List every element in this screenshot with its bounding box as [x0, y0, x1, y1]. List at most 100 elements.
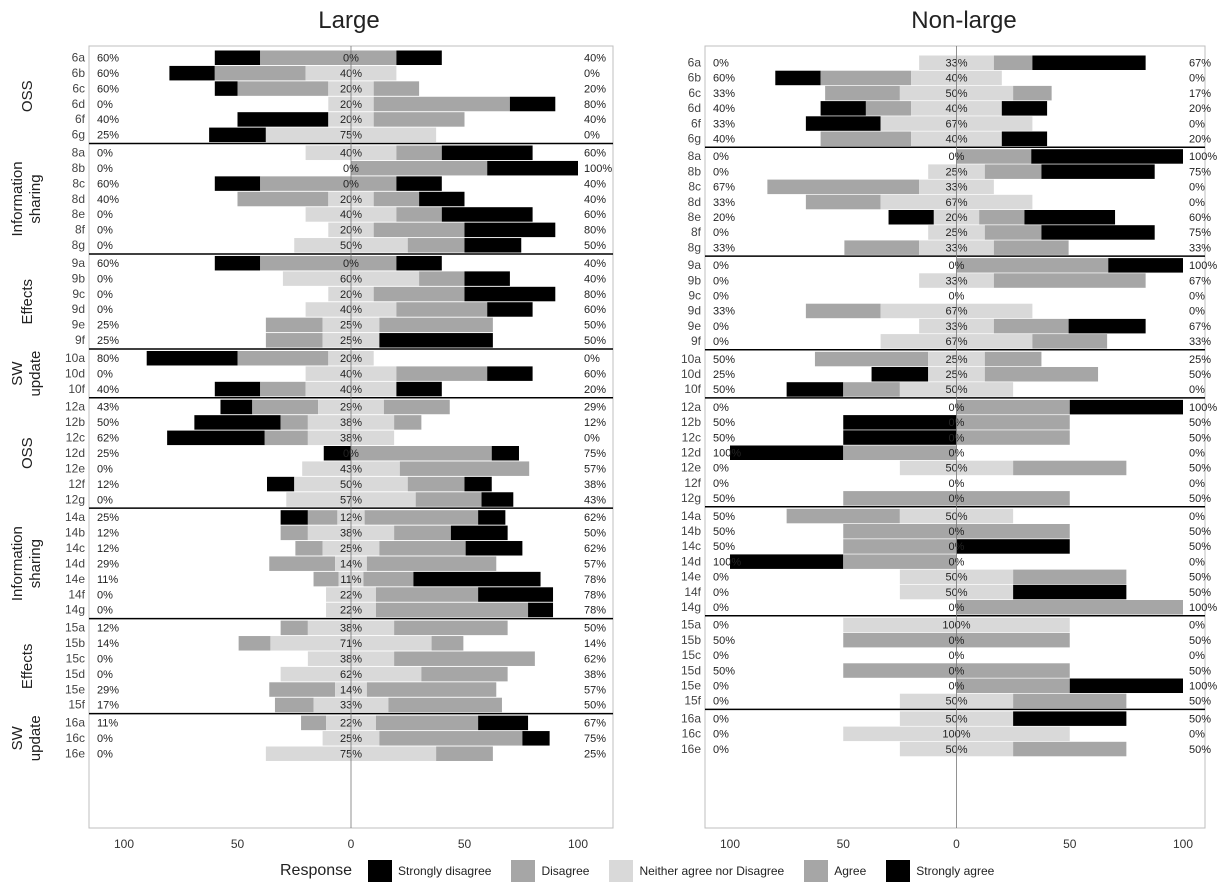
- x-tick-label: 50: [231, 837, 245, 851]
- group-label-line: SW: [9, 725, 26, 750]
- bar-agree: [379, 317, 493, 333]
- bar-agree: [351, 255, 397, 271]
- x-tick-label: 0: [348, 837, 355, 851]
- bar-strongly-agree: [1069, 399, 1183, 415]
- left-percent-label: 40%: [713, 103, 735, 115]
- right-percent-label: 80%: [584, 289, 606, 301]
- bar-agree: [956, 678, 1070, 693]
- item-label: 9d: [72, 302, 85, 316]
- left-percent-label: 11%: [97, 718, 118, 730]
- right-percent-label: 40%: [584, 258, 606, 270]
- left-percent-label: 0%: [713, 713, 729, 725]
- legend-swatch-agree: [804, 860, 829, 882]
- left-percent-label: 50%: [713, 493, 735, 505]
- item-label: 10a: [65, 351, 85, 365]
- bar-disagree: [214, 65, 306, 81]
- bar-strongly-agree: [396, 381, 442, 397]
- bar-agree: [366, 682, 497, 697]
- bar-disagree: [820, 131, 912, 146]
- right-percent-label: 40%: [584, 194, 606, 206]
- item-label: 10f: [684, 382, 701, 396]
- left-percent-label: 50%: [713, 432, 735, 444]
- item-label: 16c: [66, 731, 85, 745]
- right-percent-label: 50%: [584, 240, 606, 252]
- bar-strongly-disagree: [214, 81, 238, 96]
- legend-label-strongly-agree: Strongly agree: [916, 864, 995, 878]
- bar-strongly-agree: [1013, 711, 1127, 726]
- bar-agree: [379, 541, 466, 556]
- bar-agree: [375, 602, 529, 618]
- item-label: 8g: [688, 240, 701, 254]
- item-label: 6d: [688, 101, 701, 115]
- right-percent-label: 17%: [1189, 88, 1211, 100]
- right-percent-label: 57%: [584, 684, 606, 696]
- bar-strongly-agree: [481, 492, 514, 507]
- item-label: 8e: [688, 210, 702, 224]
- left-percent-label: 25%: [97, 512, 119, 524]
- bar-agree: [388, 697, 502, 713]
- bar-agree: [394, 620, 508, 636]
- item-label: 8d: [688, 195, 701, 209]
- right-percent-label: 50%: [584, 700, 606, 712]
- left-percent-label: 0%: [713, 463, 729, 475]
- bar-agree: [979, 210, 1025, 225]
- left-percent-label: 62%: [97, 433, 119, 445]
- bar-agree: [373, 191, 420, 207]
- right-percent-label: 0%: [1189, 729, 1205, 741]
- right-percent-label: 62%: [584, 653, 606, 665]
- right-percent-label: 0%: [584, 68, 600, 80]
- item-label: 8e: [72, 207, 86, 221]
- item-label: 15c: [66, 651, 85, 665]
- bar-disagree: [237, 81, 329, 96]
- item-label: 9e: [688, 319, 702, 333]
- bar-strongly-agree: [464, 286, 556, 302]
- bar-agree: [351, 176, 397, 191]
- bar-strongly-disagree: [167, 430, 265, 446]
- bar-agree: [956, 491, 1070, 506]
- group-label: SWupdate: [9, 715, 44, 761]
- bar-agree: [363, 571, 414, 587]
- left-percent-label: 0%: [97, 148, 113, 160]
- bar-strongly-disagree: [267, 476, 295, 492]
- bar-disagree: [843, 632, 957, 648]
- item-label: 9b: [72, 271, 86, 285]
- item-label: 8g: [72, 238, 85, 252]
- likert-charts: Large 100 50 0 50 100 6a 60% 0% 40% 6b 60% 40% 0% 6c 60…: [9, 7, 1217, 851]
- bar-agree: [1032, 334, 1108, 349]
- item-label: 15a: [681, 618, 701, 632]
- left-percent-label: 20%: [713, 212, 735, 224]
- bar-strongly-disagree: [775, 70, 821, 86]
- left-percent-label: 0%: [97, 589, 113, 601]
- left-percent-label: 43%: [97, 402, 119, 414]
- item-label: 12g: [65, 492, 85, 506]
- item-label: 6g: [72, 128, 85, 142]
- item-label: 10d: [681, 367, 701, 381]
- right-percent-label: 0%: [1189, 556, 1205, 568]
- left-percent-label: 11%: [97, 574, 118, 586]
- left-percent-label: 0%: [713, 696, 729, 708]
- item-label: 6a: [688, 56, 702, 70]
- left-percent-label: 0%: [97, 209, 113, 221]
- x-tick-label: 100: [568, 837, 588, 851]
- bar-disagree: [786, 508, 900, 524]
- right-percent-label: 60%: [584, 304, 606, 316]
- bar-agree: [431, 636, 464, 651]
- item-label: 12a: [65, 400, 85, 414]
- right-percent-label: 50%: [584, 528, 606, 540]
- item-label: 15f: [684, 694, 701, 708]
- left-percent-label: 40%: [97, 114, 119, 126]
- bar-agree: [956, 632, 1070, 648]
- legend-label-strongly-disagree: Strongly disagree: [398, 864, 492, 878]
- right-percent-label: 50%: [1189, 587, 1211, 599]
- bar-agree: [956, 149, 1032, 164]
- right-percent-label: 100%: [1189, 151, 1217, 163]
- left-percent-label: 80%: [97, 353, 119, 365]
- item-label: 8a: [688, 149, 702, 163]
- bar-agree: [1013, 741, 1127, 757]
- item-label: 8d: [72, 192, 85, 206]
- bar-agree: [993, 55, 1033, 70]
- right-percent-label: 50%: [1189, 432, 1211, 444]
- bar-disagree: [265, 317, 323, 333]
- bar-strongly-agree: [396, 255, 442, 271]
- bar-strongly-disagree: [194, 415, 281, 430]
